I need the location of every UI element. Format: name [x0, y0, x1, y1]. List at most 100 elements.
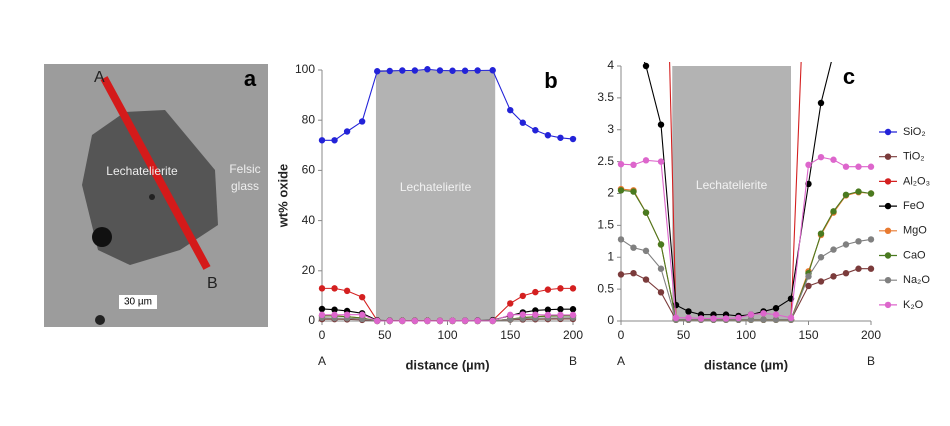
- legend-label: Na₂O: [903, 274, 930, 286]
- y-tick-label: 0: [308, 313, 315, 327]
- marker: [805, 282, 812, 290]
- y-tick-label: 100: [295, 62, 315, 76]
- marker: [544, 306, 552, 313]
- x-tick-label: 0: [618, 328, 625, 342]
- marker: [318, 137, 326, 144]
- marker: [557, 134, 564, 141]
- marker: [569, 135, 577, 143]
- y-tick-label: 40: [302, 213, 316, 227]
- marker: [424, 317, 431, 325]
- marker: [358, 118, 366, 125]
- marker: [830, 273, 837, 280]
- point-label: A: [94, 69, 105, 86]
- marker: [507, 300, 514, 307]
- marker: [630, 244, 637, 251]
- marker: [855, 265, 862, 272]
- marker: [449, 67, 456, 74]
- marker: [358, 311, 366, 318]
- marker: [855, 163, 862, 170]
- x-tick-label: 150: [798, 328, 818, 342]
- marker: [569, 285, 577, 292]
- marker: [569, 306, 577, 313]
- marker: [817, 254, 825, 261]
- x-start-label: A: [318, 354, 326, 368]
- marker: [842, 163, 850, 170]
- marker: [817, 278, 825, 285]
- x-end-label: B: [867, 354, 875, 368]
- plot-area: [617, 12, 875, 323]
- marker: [685, 308, 692, 315]
- scale-bar-box: [119, 295, 157, 309]
- y-tick-label: 3: [607, 122, 614, 136]
- marker: [532, 288, 539, 296]
- legend-swatch: [884, 227, 892, 234]
- marker: [747, 311, 755, 318]
- marker: [657, 121, 665, 128]
- x-tick-label: 50: [378, 328, 392, 342]
- legend-swatch: [884, 301, 892, 309]
- y-tick-label: 1: [607, 249, 614, 263]
- marker: [343, 128, 351, 135]
- marker: [642, 209, 650, 216]
- y-tick-label: 2: [607, 186, 614, 200]
- marker: [842, 191, 850, 198]
- legend-label: TiO₂: [903, 151, 925, 163]
- marker: [386, 67, 393, 75]
- y-tick-label: 0.5: [597, 281, 614, 295]
- marker: [617, 187, 625, 194]
- y-tick-label: 20: [302, 263, 316, 277]
- x-tick-label: 150: [500, 328, 520, 342]
- marker: [489, 67, 496, 74]
- legend-label: FeO: [903, 200, 925, 212]
- marker: [449, 317, 456, 324]
- marker: [657, 158, 665, 165]
- legend-swatch: [884, 277, 892, 284]
- legend-label: K₂O: [903, 299, 924, 311]
- legend-swatch: [884, 153, 892, 160]
- x-axis-label: distance (µm): [704, 357, 788, 372]
- y-tick-label: 2.5: [597, 154, 614, 168]
- y-tick-label: 80: [302, 112, 316, 126]
- marker: [772, 305, 780, 312]
- marker: [331, 311, 338, 319]
- legend-swatch: [884, 202, 892, 210]
- marker: [474, 67, 481, 74]
- shade: [672, 66, 791, 321]
- y-tick-label: 0: [607, 313, 614, 327]
- marker: [830, 50, 836, 56]
- marker: [868, 18, 874, 24]
- marker: [830, 208, 837, 215]
- point-label: B: [207, 275, 218, 292]
- y-tick-label: 4: [607, 58, 614, 72]
- marker: [569, 311, 577, 319]
- marker: [805, 273, 812, 280]
- legend-label: Al₂O₃: [903, 175, 930, 187]
- marker: [617, 236, 625, 243]
- marker: [867, 265, 875, 272]
- marker: [642, 157, 650, 164]
- marker: [830, 246, 837, 253]
- marker: [817, 230, 825, 237]
- marker: [642, 62, 650, 70]
- marker: [519, 292, 526, 300]
- marker: [855, 18, 861, 24]
- series-line: [643, 62, 832, 317]
- marker: [630, 161, 637, 169]
- marker: [474, 317, 481, 324]
- marker: [657, 241, 665, 248]
- marker: [519, 119, 526, 126]
- marker: [544, 286, 552, 293]
- marker: [722, 315, 730, 322]
- marker: [617, 271, 625, 278]
- marker: [630, 31, 636, 37]
- marker: [507, 106, 514, 114]
- legend-swatch: [884, 128, 892, 136]
- marker: [411, 67, 419, 74]
- marker: [318, 305, 326, 313]
- marker: [557, 311, 564, 319]
- vesicle: [92, 227, 112, 247]
- marker: [630, 188, 637, 195]
- marker: [618, 12, 624, 18]
- marker: [817, 99, 825, 107]
